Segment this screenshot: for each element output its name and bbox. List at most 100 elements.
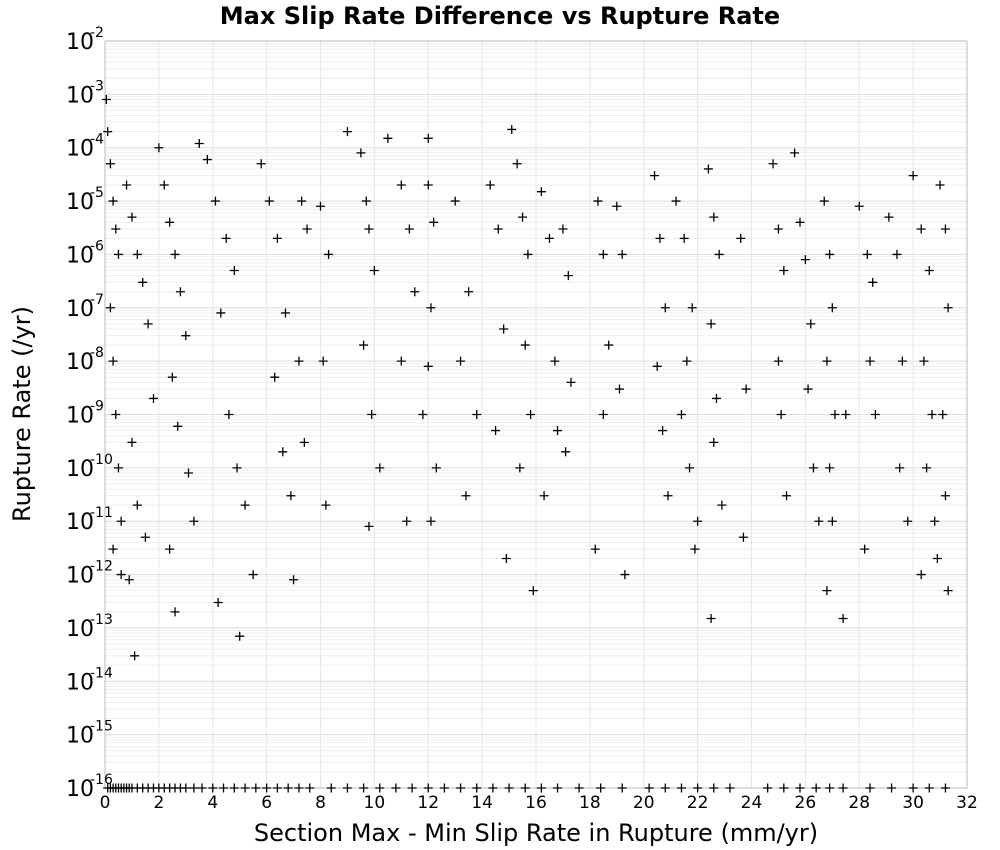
data-point	[706, 319, 716, 329]
data-point	[615, 384, 625, 394]
x-tick-label: 22	[687, 793, 709, 813]
data-point	[830, 410, 840, 419]
data-point	[210, 196, 220, 206]
data-point	[825, 249, 835, 259]
data-point	[108, 196, 118, 206]
data-point	[714, 249, 724, 259]
data-point	[404, 224, 414, 234]
data-point	[240, 500, 250, 510]
data-point	[499, 324, 509, 334]
data-point	[550, 356, 560, 366]
data-point	[841, 410, 851, 419]
data-point	[790, 148, 800, 158]
data-point	[943, 303, 953, 313]
data-point	[272, 783, 282, 793]
data-point	[741, 384, 751, 394]
data-point	[504, 783, 514, 793]
data-point	[523, 249, 533, 259]
data-point	[566, 377, 576, 387]
y-tick-label: 10-8	[66, 345, 104, 375]
y-tick-label: 10-10	[66, 452, 113, 482]
x-tick-label: 0	[100, 793, 111, 813]
data-point	[553, 783, 563, 793]
data-point	[105, 159, 115, 169]
y-tick-exponent: -9	[90, 399, 104, 415]
data-point	[132, 500, 142, 510]
data-point	[324, 249, 334, 259]
data-point	[429, 217, 439, 227]
data-point	[930, 516, 940, 526]
data-point	[464, 287, 474, 297]
data-point	[294, 356, 304, 366]
data-point	[916, 224, 926, 234]
data-point	[270, 372, 280, 382]
data-point	[908, 171, 918, 181]
data-point	[922, 463, 932, 473]
x-tick-label: 24	[741, 793, 763, 813]
data-point	[493, 224, 503, 234]
data-point	[461, 491, 471, 501]
data-point	[148, 393, 158, 403]
data-point	[676, 783, 686, 793]
data-point	[553, 426, 563, 436]
data-point	[213, 597, 223, 607]
data-point	[658, 426, 668, 436]
data-point	[431, 463, 441, 473]
data-point	[685, 463, 695, 473]
data-point	[165, 544, 175, 554]
data-point	[561, 447, 571, 457]
data-point	[676, 410, 686, 419]
x-tick-label: 10	[364, 793, 386, 813]
data-point	[189, 783, 199, 793]
data-point	[375, 463, 385, 473]
x-tick-label: 32	[956, 793, 978, 813]
data-point	[165, 217, 175, 227]
data-point	[286, 491, 296, 501]
data-point	[423, 180, 433, 190]
data-point	[563, 271, 573, 281]
data-point	[782, 491, 792, 501]
data-point	[940, 491, 950, 501]
data-point	[660, 783, 670, 793]
data-point	[903, 516, 913, 526]
data-point	[305, 783, 315, 793]
data-point	[854, 201, 864, 211]
data-point	[819, 196, 829, 206]
x-tick-label: 4	[207, 793, 218, 813]
data-point	[919, 356, 929, 366]
data-point	[418, 410, 428, 419]
x-tick-label: 28	[848, 793, 870, 813]
data-point	[795, 217, 805, 227]
y-tick-label: 10-2	[66, 25, 104, 55]
data-point	[342, 783, 352, 793]
data-point	[138, 277, 148, 287]
x-tick-label: 2	[153, 793, 164, 813]
y-tick-base: 10	[66, 404, 94, 429]
data-point	[189, 516, 199, 526]
data-point	[938, 410, 948, 419]
data-point	[868, 277, 878, 287]
data-point	[278, 447, 288, 457]
data-point	[159, 180, 169, 190]
data-point	[364, 224, 374, 234]
data-point	[520, 783, 530, 793]
data-point	[154, 143, 164, 153]
data-point	[539, 491, 549, 501]
data-point	[181, 331, 191, 341]
y-tick-label: 10-9	[66, 399, 104, 429]
data-point	[924, 265, 934, 275]
data-point	[224, 410, 234, 419]
data-point	[650, 171, 660, 181]
data-point	[297, 196, 307, 206]
data-point	[175, 287, 185, 297]
y-tick-label: 10-3	[66, 78, 104, 108]
x-axis-label: Section Max - Min Slip Rate in Rupture (…	[254, 819, 818, 847]
data-point	[932, 554, 942, 564]
data-point	[927, 410, 937, 419]
data-point	[283, 783, 293, 793]
data-point	[103, 127, 113, 137]
data-point	[143, 319, 153, 329]
data-point	[472, 410, 482, 419]
data-point	[197, 783, 207, 793]
data-point	[773, 224, 783, 234]
